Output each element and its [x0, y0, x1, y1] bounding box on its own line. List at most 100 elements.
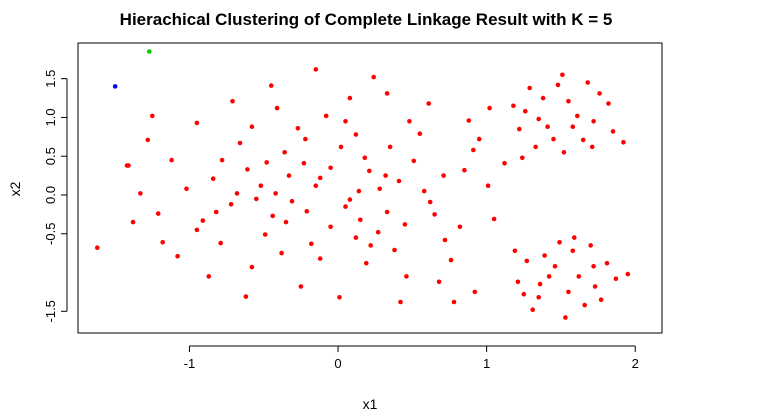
data-point: [353, 235, 359, 240]
data-point: [274, 105, 280, 111]
data-point: [328, 165, 333, 171]
data-point: [249, 264, 255, 270]
data-point: [184, 186, 189, 192]
data-point: [253, 196, 259, 202]
data-point: [219, 157, 225, 163]
chart-title: Hierachical Clustering of Complete Linka…: [120, 10, 613, 29]
data-point: [298, 284, 304, 289]
data-point: [621, 140, 626, 145]
data-points: [95, 49, 631, 320]
data-point: [353, 132, 359, 137]
data-point: [487, 105, 492, 111]
data-point: [237, 140, 243, 146]
data-point: [200, 218, 206, 223]
data-point: [194, 227, 200, 233]
data-point: [566, 98, 571, 104]
data-point: [402, 222, 408, 227]
data-point: [520, 155, 525, 161]
data-point: [145, 137, 151, 143]
data-point: [279, 250, 284, 256]
data-point: [130, 219, 136, 225]
data-point: [368, 243, 374, 248]
x-tick-label: 0: [334, 356, 341, 371]
data-point: [270, 213, 276, 219]
data-point: [625, 271, 631, 277]
data-point: [206, 274, 212, 279]
data-point: [210, 176, 216, 181]
data-point: [591, 264, 596, 269]
data-point: [536, 295, 541, 300]
y-tick-label: 1.0: [43, 108, 58, 126]
data-point: [610, 129, 616, 134]
data-point: [570, 124, 576, 129]
data-point: [546, 274, 552, 279]
data-point: [301, 160, 307, 166]
data-point: [268, 83, 274, 88]
data-point: [234, 191, 240, 196]
data-point: [398, 299, 403, 305]
data-point: [313, 67, 319, 72]
data-point: [457, 224, 463, 230]
y-axis: -1.5 -0.5 0.0 0.5 1.0 1.5: [43, 70, 68, 322]
data-point: [491, 216, 497, 222]
data-point: [432, 212, 437, 217]
data-point: [194, 120, 200, 126]
data-point: [303, 136, 308, 142]
data-point: [524, 258, 530, 264]
data-point: [375, 229, 381, 235]
data-point: [575, 113, 580, 119]
y-axis-label: x2: [7, 181, 23, 196]
data-point: [471, 147, 476, 153]
data-point: [228, 202, 234, 207]
data-point: [213, 209, 219, 215]
data-point: [175, 253, 180, 259]
data-point: [585, 80, 590, 85]
data-point: [517, 126, 522, 132]
data-point: [572, 235, 577, 240]
data-point: [421, 188, 427, 194]
data-point: [377, 186, 383, 192]
data-point: [542, 253, 547, 258]
data-point: [576, 274, 582, 279]
data-point: [561, 150, 567, 155]
data-point: [367, 168, 372, 174]
data-point: [286, 173, 292, 178]
data-point: [160, 240, 165, 245]
data-point: [427, 199, 433, 205]
data-point: [337, 295, 342, 300]
data-point: [273, 191, 278, 196]
data-point: [591, 119, 596, 124]
data-point: [472, 289, 478, 295]
data-point: [552, 264, 558, 269]
data-point: [262, 232, 268, 237]
data-point: [515, 279, 521, 285]
data-point: [245, 167, 250, 172]
data-point: [264, 160, 270, 165]
data-point: [521, 291, 527, 297]
data-point: [126, 163, 131, 168]
data-point: [328, 224, 333, 230]
x-axis-label: x1: [363, 396, 378, 412]
data-point: [230, 98, 235, 104]
x-axis: -1 0 1 2: [184, 345, 639, 371]
data-point: [150, 113, 155, 119]
data-point: [512, 248, 518, 254]
x-tick-label: -1: [184, 356, 196, 371]
data-point: [317, 256, 323, 261]
data-point: [451, 299, 457, 305]
data-point: [313, 183, 319, 188]
data-point: [295, 126, 301, 131]
data-point: [147, 49, 152, 54]
data-point: [338, 144, 344, 150]
data-point: [282, 150, 287, 155]
data-point: [347, 95, 353, 101]
data-point: [309, 241, 314, 247]
data-point: [570, 248, 576, 254]
data-point: [249, 124, 255, 129]
y-tick-label: 0.0: [43, 186, 58, 204]
data-point: [527, 85, 532, 91]
data-point: [383, 173, 388, 178]
data-point: [580, 137, 586, 143]
data-point: [530, 307, 535, 313]
data-point: [323, 113, 329, 119]
